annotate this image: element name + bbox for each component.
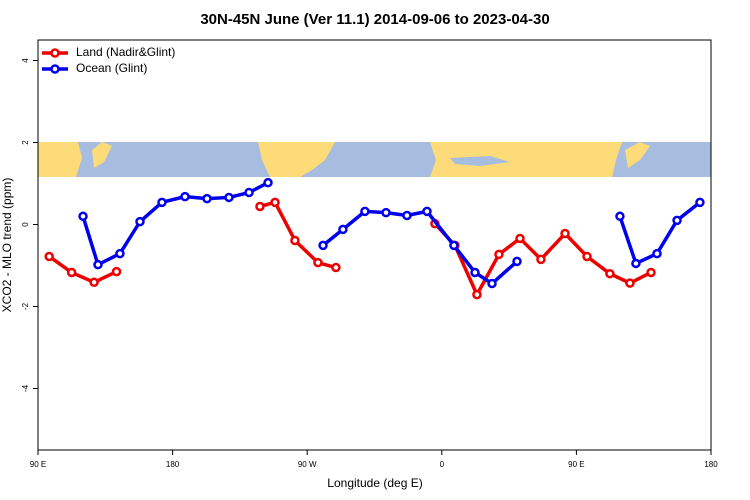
data-point: [536, 254, 546, 265]
data-point: [270, 197, 280, 208]
data-point: [93, 259, 103, 270]
data-point: [672, 215, 682, 226]
x-tick-label: 90 E: [568, 460, 584, 469]
legend-label: Land (Nadir&Glint): [76, 45, 175, 59]
data-point: [625, 278, 635, 288]
y-axis-label: XCO2 - MLO trend (ppm): [0, 178, 14, 313]
data-point: [180, 191, 190, 202]
x-tick-label: 90 E: [30, 460, 46, 469]
x-tick-label: 180: [166, 460, 180, 469]
legend-marker: [50, 48, 60, 58]
y-tick-label: 4: [21, 58, 30, 63]
chart-title: 30N-45N June (Ver 11.1) 2014-09-06 to 20…: [200, 11, 549, 28]
x-tick-label: 180: [704, 460, 718, 469]
data-point: [494, 249, 504, 260]
map-band: [38, 142, 711, 177]
data-point: [263, 177, 273, 188]
data-point: [115, 248, 125, 259]
data-point: [338, 224, 348, 235]
data-point: [515, 233, 525, 244]
data-point: [646, 267, 656, 278]
data-point: [631, 258, 641, 269]
data-point: [472, 289, 482, 300]
land-shape: [92, 142, 112, 168]
data-point: [89, 277, 99, 288]
data-point: [78, 211, 88, 222]
land-shape: [625, 142, 650, 168]
y-tick-label: 2: [21, 140, 30, 145]
data-point: [605, 268, 615, 279]
y-tick-label: 0: [21, 222, 30, 227]
data-point: [360, 206, 370, 217]
data-point: [381, 207, 391, 218]
data-point: [449, 240, 459, 251]
data-point: [512, 256, 522, 267]
data-point: [695, 197, 705, 208]
data-point: [331, 262, 341, 273]
x-tick-label: 90 W: [298, 460, 317, 469]
legend-label: Ocean (Glint): [76, 61, 147, 75]
data-point: [318, 240, 328, 251]
data-point: [582, 251, 592, 262]
data-point: [470, 267, 480, 278]
x-axis-label: Longitude (deg E): [327, 476, 422, 490]
data-point: [135, 216, 145, 227]
x-tick-label: 0: [440, 460, 445, 469]
data-point: [290, 235, 300, 246]
land-shape: [430, 142, 622, 177]
series-line: [48, 200, 652, 297]
land-shape: [258, 142, 335, 177]
data-point: [422, 206, 432, 217]
data-point: [44, 251, 54, 262]
data-point: [111, 266, 122, 277]
data-point: [224, 192, 234, 203]
data-point: [615, 211, 625, 222]
data-point: [487, 278, 497, 289]
data-point: [255, 201, 265, 212]
data-point: [652, 248, 662, 259]
y-tick-label: -4: [21, 384, 30, 392]
land-shape: [38, 142, 82, 177]
data-point: [402, 210, 412, 221]
sea-shape: [450, 156, 510, 166]
data-point: [202, 193, 212, 204]
data-point: [313, 257, 323, 268]
plot-frame: [37, 39, 712, 451]
data-point: [244, 187, 254, 198]
series-line: [81, 181, 702, 286]
legend-marker: [50, 64, 60, 74]
data-point: [66, 267, 77, 278]
data-point: [157, 197, 167, 208]
data-point: [560, 228, 570, 239]
y-tick-label: -2: [21, 302, 30, 310]
